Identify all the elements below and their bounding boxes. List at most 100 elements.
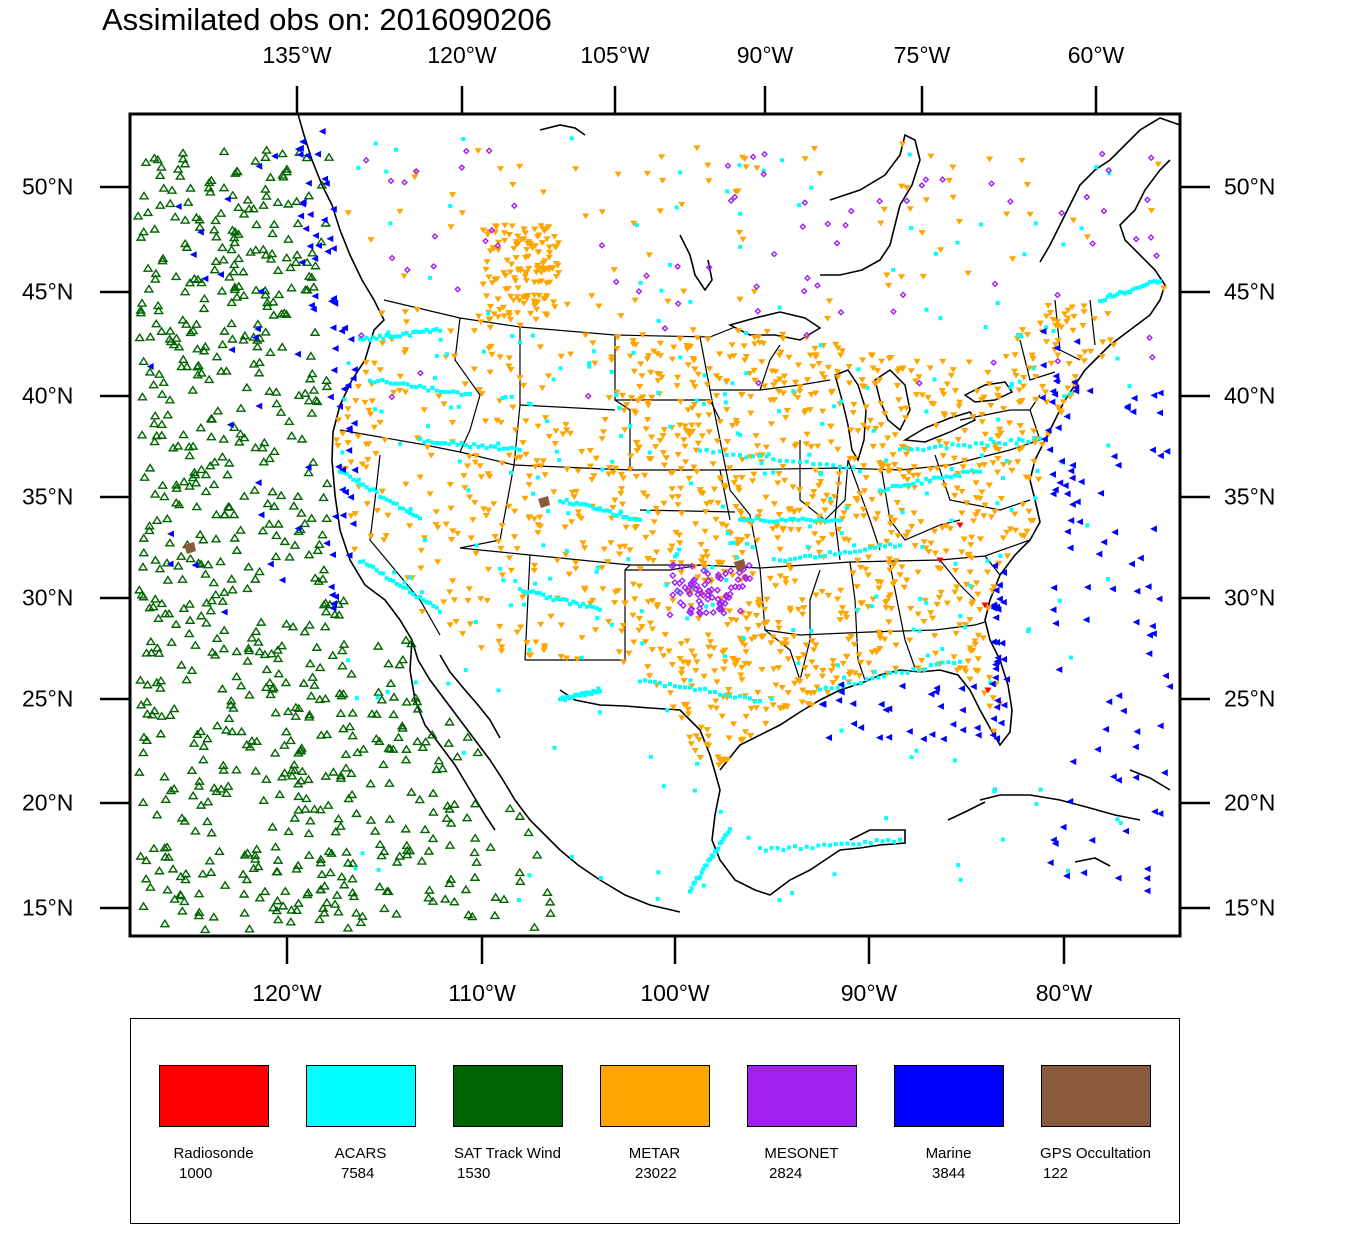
sat-track-wind-marker bbox=[155, 675, 167, 685]
sat-track-wind-marker bbox=[142, 709, 153, 718]
metar-marker bbox=[494, 314, 502, 321]
metar-marker bbox=[887, 354, 895, 361]
sat-track-wind-marker bbox=[205, 605, 217, 615]
sat-track-wind-marker bbox=[151, 430, 162, 440]
acars-marker bbox=[965, 470, 970, 475]
sat-track-wind-marker bbox=[218, 765, 229, 774]
metar-marker bbox=[856, 491, 864, 497]
sat-track-wind-marker bbox=[195, 422, 207, 432]
sat-track-wind-marker bbox=[469, 798, 481, 808]
acars-marker bbox=[758, 846, 762, 851]
marine-marker bbox=[1049, 470, 1057, 478]
left-lat-label: 40°N bbox=[22, 382, 74, 409]
sat-track-wind-marker bbox=[400, 635, 412, 644]
metar-marker bbox=[927, 610, 935, 616]
sat-track-wind-marker bbox=[529, 922, 540, 931]
sat-track-wind-marker bbox=[423, 893, 434, 902]
metar-marker bbox=[954, 437, 962, 443]
sat-track-wind-marker bbox=[238, 267, 249, 276]
marine-marker bbox=[1049, 606, 1057, 614]
acars-marker bbox=[962, 443, 967, 448]
sat-track-wind-marker bbox=[153, 648, 165, 657]
sat-track-wind-marker bbox=[154, 200, 166, 209]
metar-marker bbox=[814, 443, 822, 450]
acars-marker bbox=[724, 578, 729, 583]
sat-track-wind-marker bbox=[271, 867, 282, 876]
acars-marker bbox=[388, 499, 392, 504]
mesonet-marker bbox=[678, 577, 686, 585]
marine-marker bbox=[347, 493, 355, 501]
sat-track-wind-marker bbox=[156, 711, 167, 720]
sat-track-wind-marker bbox=[523, 827, 534, 837]
acars-marker bbox=[856, 367, 861, 372]
metar-marker bbox=[485, 345, 493, 352]
metar-marker bbox=[762, 494, 770, 501]
metar-marker bbox=[510, 246, 518, 252]
acars-marker bbox=[459, 441, 464, 446]
marine-marker bbox=[303, 152, 311, 159]
mesonet-marker bbox=[726, 590, 734, 598]
sat-track-wind-marker bbox=[292, 491, 304, 501]
acars-marker bbox=[995, 301, 1000, 306]
metar-marker bbox=[917, 519, 925, 525]
metar-marker bbox=[533, 234, 542, 240]
sat-track-wind-marker bbox=[138, 732, 150, 741]
acars-marker bbox=[791, 459, 796, 464]
metar-marker bbox=[827, 439, 835, 446]
metar-marker bbox=[754, 334, 762, 341]
metar-marker bbox=[828, 390, 836, 396]
acars-marker bbox=[371, 564, 376, 569]
acars-marker bbox=[813, 555, 817, 560]
metar-marker bbox=[703, 727, 711, 733]
acars-marker bbox=[397, 381, 402, 386]
metar-marker bbox=[381, 437, 389, 444]
metar-marker bbox=[557, 353, 565, 360]
metar-marker bbox=[519, 382, 528, 389]
sat-track-wind-marker bbox=[150, 555, 161, 564]
metar-marker bbox=[735, 229, 744, 236]
metar-marker bbox=[505, 312, 514, 319]
sat-track-wind-marker bbox=[178, 354, 189, 364]
marine-marker bbox=[251, 334, 259, 341]
sat-track-wind-marker bbox=[289, 813, 301, 822]
sat-track-wind-marker bbox=[261, 191, 272, 200]
acars-marker bbox=[667, 262, 672, 267]
metar-marker bbox=[367, 237, 375, 243]
acars-marker bbox=[813, 519, 817, 524]
marine-marker bbox=[314, 150, 322, 158]
metar-marker bbox=[897, 274, 906, 280]
sat-track-wind-marker bbox=[215, 556, 226, 566]
metar-marker bbox=[967, 542, 975, 548]
sat-track-wind-marker bbox=[162, 513, 173, 523]
marine-marker bbox=[1046, 446, 1054, 454]
metar-marker bbox=[840, 510, 848, 517]
marine-marker bbox=[1067, 517, 1075, 524]
metar-marker bbox=[693, 145, 701, 152]
metar-marker bbox=[676, 336, 684, 342]
acars-marker bbox=[1009, 381, 1014, 386]
metar-marker bbox=[946, 526, 954, 532]
acars-marker bbox=[584, 604, 589, 609]
sat-track-wind-marker bbox=[388, 744, 399, 753]
acars-marker bbox=[958, 659, 962, 664]
mesonet-marker bbox=[722, 593, 731, 601]
metar-marker bbox=[631, 596, 639, 603]
metar-marker bbox=[864, 554, 873, 561]
metar-marker bbox=[617, 490, 625, 497]
sat-track-wind-marker bbox=[244, 924, 255, 933]
sat-track-wind-marker bbox=[295, 746, 306, 755]
acars-marker bbox=[594, 569, 599, 574]
metar-marker bbox=[741, 357, 749, 364]
metar-marker bbox=[773, 535, 782, 542]
marine-marker bbox=[885, 733, 893, 741]
acars-marker bbox=[588, 503, 592, 508]
metar-marker bbox=[981, 502, 989, 509]
acars-marker bbox=[685, 616, 690, 621]
metar-marker bbox=[964, 658, 972, 665]
metar-marker bbox=[823, 492, 831, 499]
sat-track-wind-marker bbox=[427, 788, 439, 797]
sat-track-wind-marker bbox=[191, 319, 202, 328]
sat-track-wind-marker bbox=[272, 914, 284, 924]
acars-marker bbox=[581, 601, 586, 606]
sat-track-wind-marker bbox=[134, 332, 145, 342]
